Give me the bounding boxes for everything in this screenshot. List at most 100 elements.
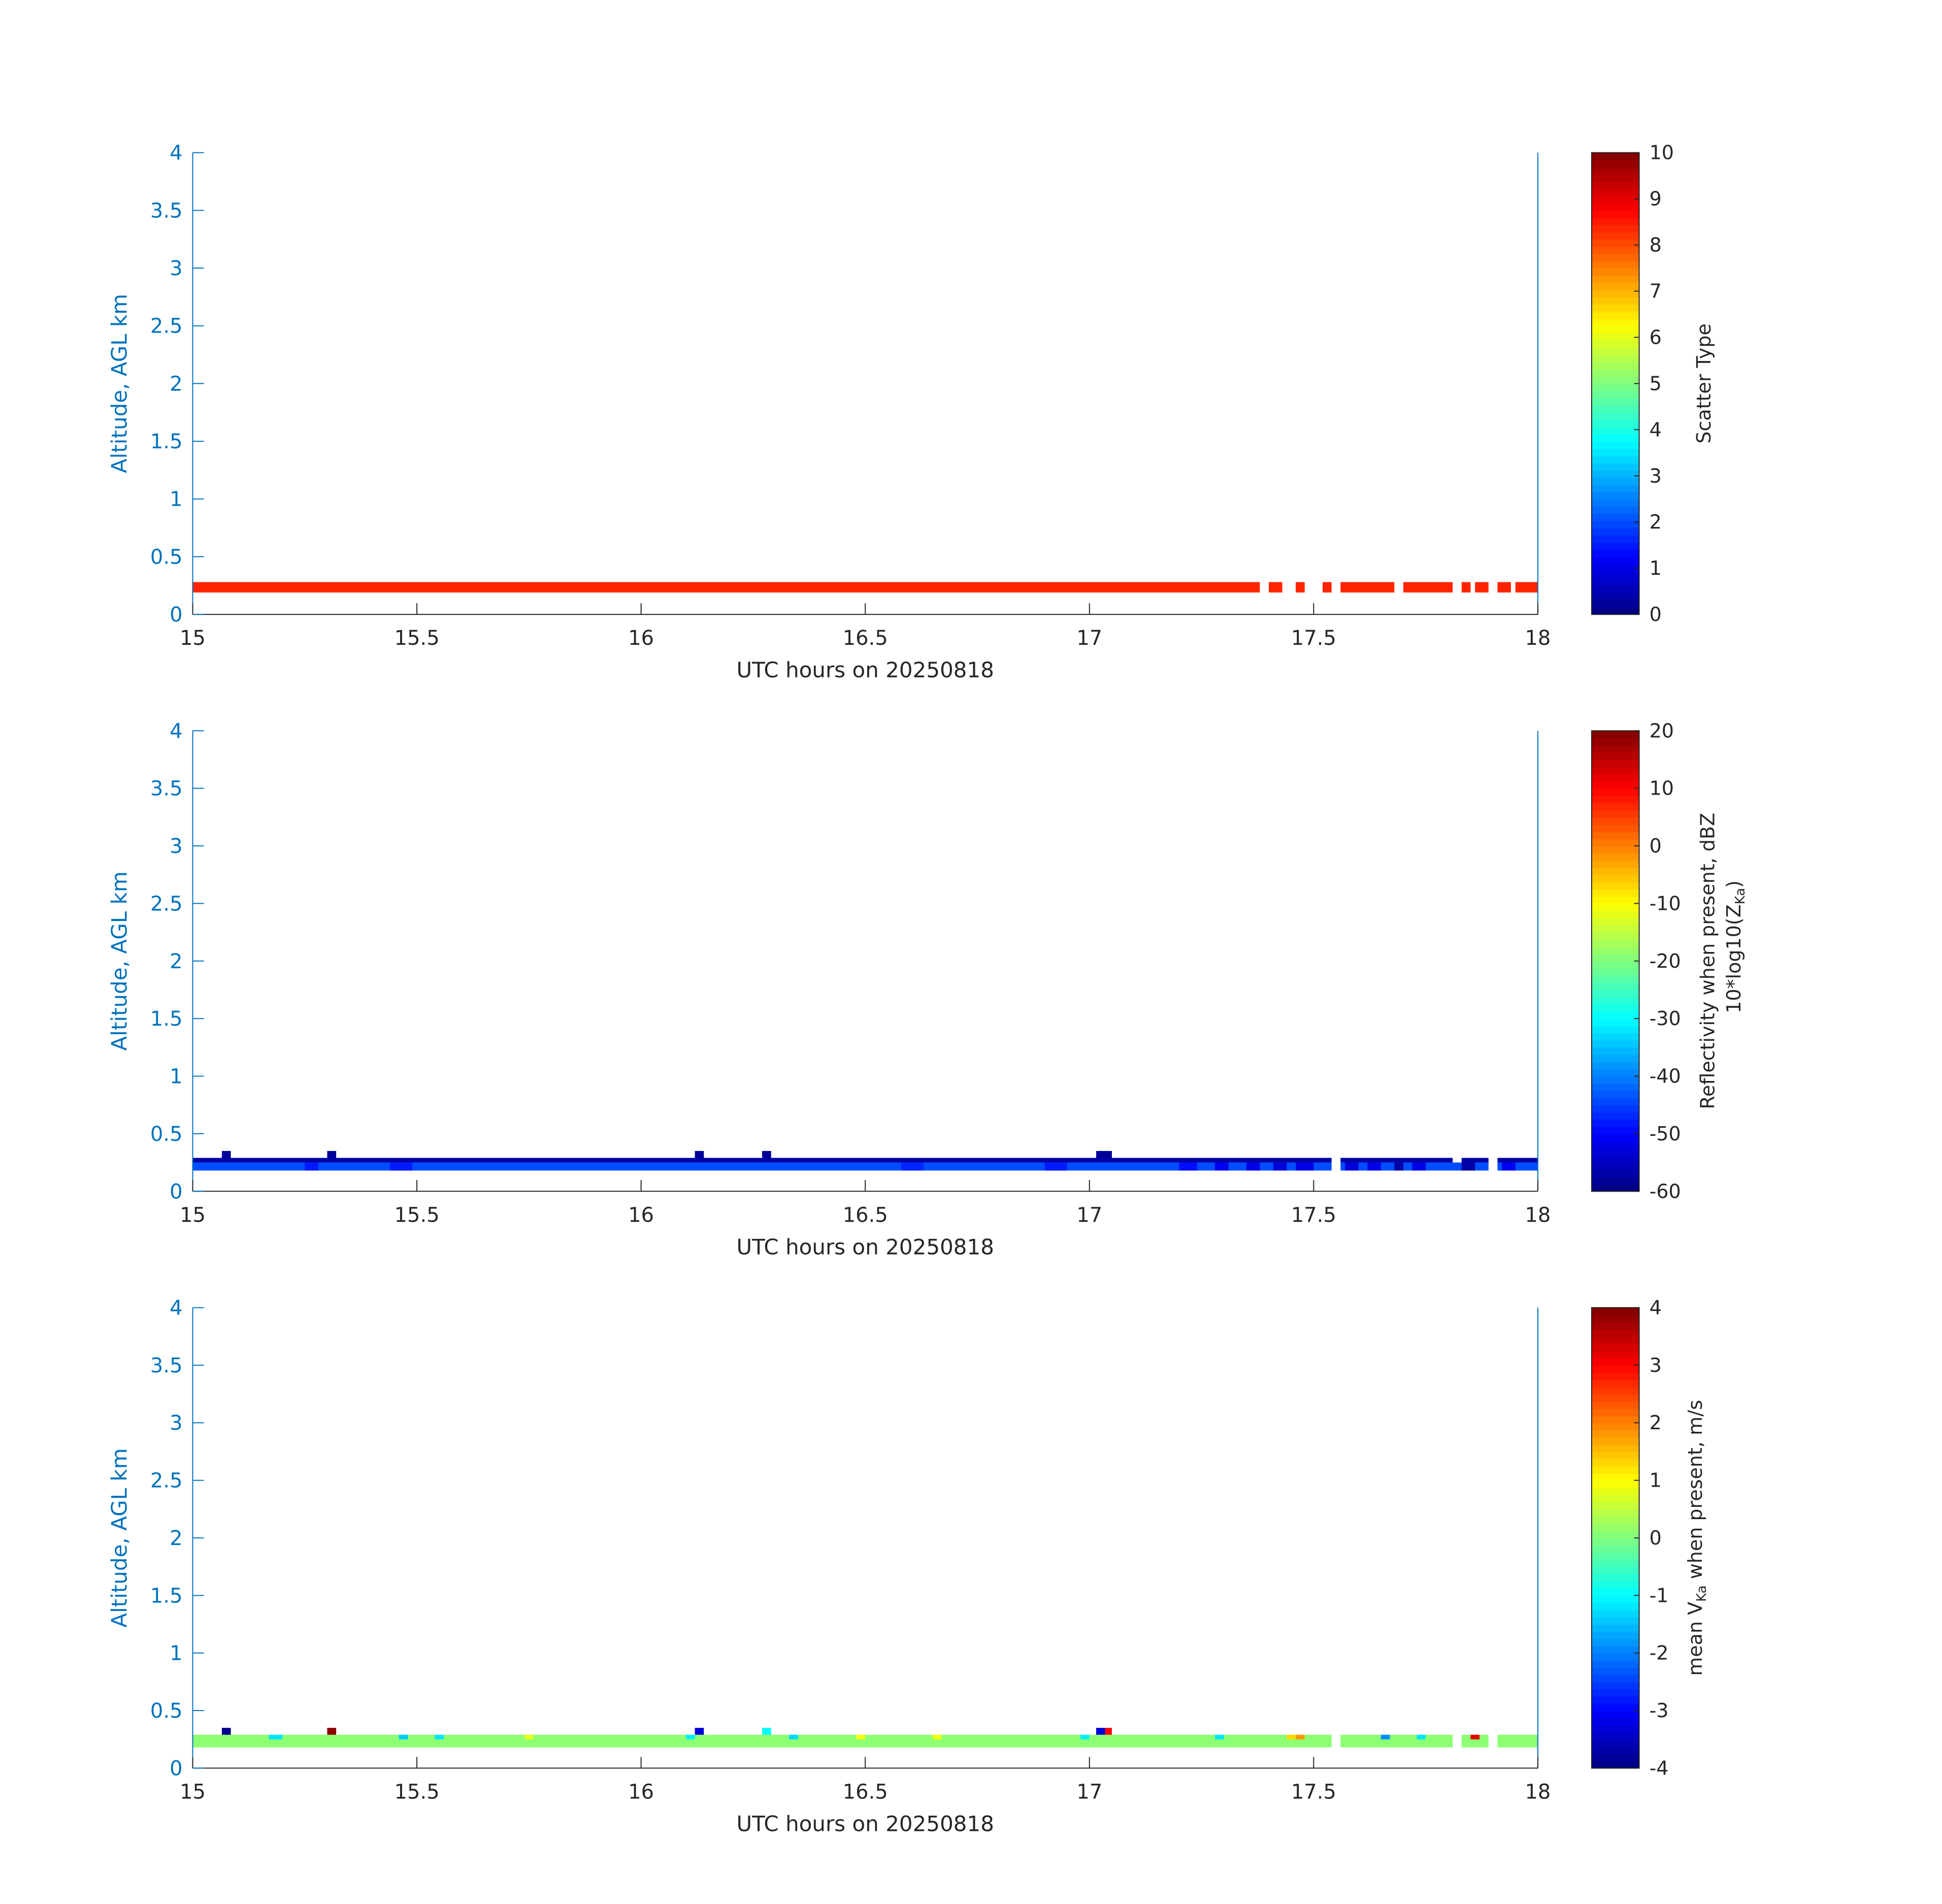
colorbar-swatch — [1591, 1112, 1639, 1120]
colorbar-swatch — [1591, 803, 1639, 811]
colorbar-swatch — [1591, 1638, 1639, 1647]
data-cell — [399, 1734, 408, 1739]
colorbar-swatch — [1591, 1653, 1639, 1661]
x-tick-label: 17 — [1076, 1780, 1102, 1803]
colorbar-swatch — [1591, 1307, 1639, 1316]
colorbar-tick-label: -3 — [1650, 1699, 1669, 1722]
colorbar-swatch — [1591, 1711, 1639, 1719]
colorbar-swatch — [1591, 824, 1639, 832]
colorbar-swatch — [1591, 607, 1639, 615]
colorbar-swatch — [1591, 752, 1639, 760]
x-axis-label: UTC hours on 20250818 — [736, 1234, 994, 1259]
y-tick-label: 3 — [170, 1411, 182, 1435]
colorbar-swatch — [1591, 297, 1639, 305]
data-cell — [269, 1734, 283, 1739]
y-tick-label: 1.5 — [150, 1584, 183, 1607]
y-tick-label: 0 — [170, 1180, 182, 1203]
colorbar-swatch — [1591, 1026, 1639, 1034]
colorbar-swatch — [1591, 1617, 1639, 1625]
layer-upper-segment-1 — [192, 1158, 1332, 1163]
y-tick-label: 3 — [170, 257, 182, 280]
data-cell — [524, 1734, 534, 1739]
colorbar-swatch — [1591, 954, 1639, 962]
colorbar-label-line2-end: ) — [1723, 880, 1745, 888]
y-tick-label: 1 — [170, 1642, 182, 1665]
colorbar-swatch — [1591, 1682, 1639, 1690]
colorbar-tick-label: -40 — [1650, 1065, 1681, 1088]
data-cell — [856, 1734, 866, 1739]
y-tick-label: 4 — [170, 1296, 182, 1320]
data-cell — [327, 1151, 337, 1158]
colorbar-swatch — [1591, 1184, 1639, 1192]
colorbar-swatch — [1591, 1502, 1639, 1510]
colorbar-swatch — [1591, 925, 1639, 933]
colorbar-swatch — [1591, 1176, 1639, 1185]
colorbar-swatch — [1591, 246, 1639, 254]
colorbar-swatch — [1591, 195, 1639, 204]
x-tick-label: 18 — [1525, 1780, 1551, 1803]
data-cell — [1502, 1162, 1516, 1171]
y-tick-label: 0 — [170, 1757, 182, 1780]
colorbar-swatch — [1591, 1646, 1639, 1654]
colorbar-swatch — [1591, 1545, 1639, 1553]
y-tick-label: 2.5 — [150, 315, 183, 338]
data-cell — [435, 1734, 444, 1739]
colorbar-swatch — [1591, 939, 1639, 947]
colorbar-label-line2-sub: Ka — [1733, 888, 1748, 905]
y-tick-label: 2.5 — [150, 892, 183, 915]
x-tick-label: 15.5 — [394, 1203, 440, 1227]
layer-upper-segment-2 — [1340, 1158, 1453, 1163]
y-axis-label: Altitude, AGL km — [107, 871, 132, 1051]
colorbar-swatch — [1591, 210, 1639, 218]
colorbar-swatch — [1591, 982, 1639, 991]
data-cell — [1044, 1162, 1067, 1171]
colorbar-swatch — [1591, 1581, 1639, 1589]
colorbar-swatch — [1591, 1351, 1639, 1359]
layer-base-segment-9 — [1497, 582, 1511, 593]
colorbar-swatch — [1591, 831, 1639, 839]
colorbar-swatch — [1591, 867, 1639, 875]
colorbar-swatch — [1591, 340, 1639, 348]
colorbar-swatch — [1591, 304, 1639, 312]
colorbar-swatch — [1591, 1062, 1639, 1070]
colorbar-swatch — [1591, 903, 1639, 911]
data-cell — [1345, 1162, 1359, 1171]
colorbar-swatch — [1591, 203, 1639, 211]
colorbar-swatch — [1591, 1444, 1639, 1452]
colorbar-swatch — [1591, 1019, 1639, 1027]
colorbar-swatch — [1591, 217, 1639, 225]
colorbar-tick-label: -50 — [1650, 1123, 1681, 1145]
colorbar-swatch — [1591, 1473, 1639, 1481]
colorbar-swatch — [1591, 513, 1639, 521]
data-cell — [1380, 1734, 1390, 1739]
colorbar-tick-label: 4 — [1650, 418, 1662, 441]
colorbar-swatch — [1591, 1725, 1639, 1733]
colorbar-swatch — [1591, 253, 1639, 261]
colorbar-swatch — [1591, 1387, 1639, 1395]
data-cell — [221, 1728, 231, 1735]
colorbar-swatch — [1591, 159, 1639, 168]
colorbar-tick-label: -2 — [1650, 1642, 1669, 1664]
colorbar-swatch — [1591, 1537, 1639, 1546]
x-tick-label: 15 — [180, 1203, 206, 1227]
data-cell — [685, 1734, 695, 1739]
x-axis-label: UTC hours on 20250818 — [736, 1811, 994, 1836]
colorbar-swatch — [1591, 174, 1639, 182]
colorbar-swatch — [1591, 1322, 1639, 1330]
colorbar-swatch — [1591, 347, 1639, 355]
colorbar-swatch — [1591, 1365, 1639, 1373]
data-cell — [390, 1162, 413, 1171]
colorbar-swatch — [1591, 1509, 1639, 1517]
colorbar-tick-label: -20 — [1650, 950, 1681, 972]
colorbar-swatch — [1591, 1689, 1639, 1697]
colorbar-swatch — [1591, 426, 1639, 435]
colorbar-swatch — [1591, 448, 1639, 456]
colorbar-label-main: mean V — [1684, 1602, 1706, 1676]
colorbar-swatch — [1591, 745, 1639, 753]
data-cell — [1394, 1162, 1404, 1171]
data-cell — [695, 1151, 704, 1158]
colorbar-swatch — [1591, 889, 1639, 897]
data-cell — [1096, 1728, 1105, 1735]
x-tick-label: 16.5 — [843, 1203, 888, 1227]
